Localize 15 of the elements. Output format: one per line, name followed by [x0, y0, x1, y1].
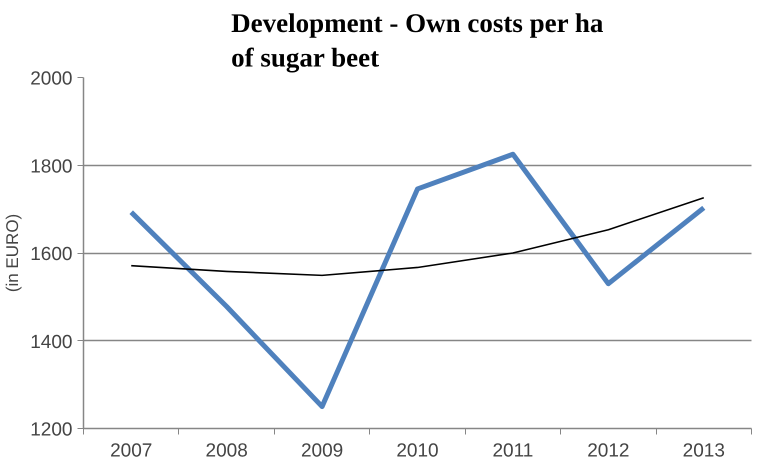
x-tick-label: 2012 — [587, 440, 630, 459]
y-tick-label: 1200 — [30, 420, 73, 440]
x-tick-label: 2011 — [492, 440, 534, 459]
chart-title: Development - Own costs per ha of sugar beet — [231, 8, 604, 72]
y-tick-label: 1400 — [30, 332, 73, 353]
x-tick-label: 2009 — [300, 440, 344, 459]
y-tick-label: 2000 — [30, 68, 73, 90]
x-tick-label: 2007 — [110, 440, 152, 459]
y-tick-label: 1800 — [30, 156, 73, 178]
x-tick-label: 2010 — [396, 440, 439, 459]
x-tick-label: 2008 — [206, 440, 248, 459]
y-tick-label: 1600 — [30, 244, 73, 265]
y-axis-title: (in EURO) — [3, 214, 22, 292]
x-tick-label: 2013 — [682, 440, 725, 459]
line-series — [130, 196, 705, 276]
